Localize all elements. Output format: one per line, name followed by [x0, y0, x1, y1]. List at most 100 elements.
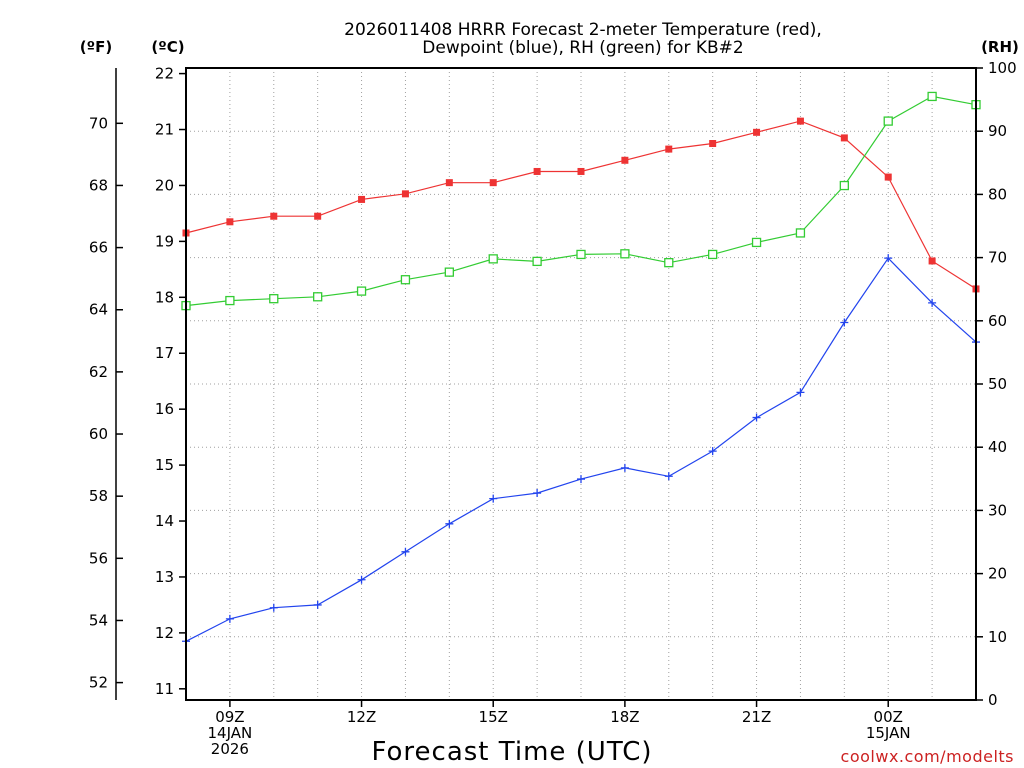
relative-humidity-point — [445, 268, 453, 276]
celsius-tick-label: 21 — [155, 121, 174, 139]
2-meter-temperature-point — [841, 134, 848, 141]
relative-humidity-point — [533, 257, 541, 265]
rh-tick-label: 50 — [988, 375, 1007, 393]
dewpoint-point — [577, 475, 585, 483]
2-meter-temperature-point — [621, 157, 628, 164]
celsius-tick-label: 18 — [155, 288, 174, 306]
2-meter-temperature-point — [358, 196, 365, 203]
rh-tick-label: 80 — [988, 185, 1007, 203]
dewpoint-point — [314, 601, 322, 609]
relative-humidity-point — [358, 287, 366, 295]
relative-humidity-point — [226, 297, 234, 305]
rh-axis-label: (RH) — [981, 38, 1019, 56]
rh-tick-label: 0 — [988, 691, 998, 709]
2-meter-temperature-point — [534, 168, 541, 175]
relative-humidity-point — [577, 250, 585, 258]
fahrenheit-tick-label: 58 — [89, 487, 108, 505]
dewpoint-point — [796, 388, 804, 396]
2-meter-temperature-point — [490, 179, 497, 186]
relative-humidity-point — [796, 229, 804, 237]
2-meter-temperature-point — [314, 213, 321, 220]
dewpoint-point — [445, 520, 453, 528]
celsius-tick-label: 16 — [155, 400, 174, 418]
fahrenheit-tick-label: 54 — [89, 611, 108, 629]
2-meter-temperature-point — [270, 213, 277, 220]
dewpoint-point — [401, 548, 409, 556]
series-2-meter-temperature — [183, 118, 980, 293]
rh-tick-label: 100 — [988, 59, 1017, 77]
x-tick-label: 18Z — [610, 708, 639, 726]
relative-humidity-point — [884, 117, 892, 125]
relative-humidity-point — [840, 182, 848, 190]
rh-tick-label: 10 — [988, 628, 1007, 646]
x-axis-title: Forecast Time (UTC) — [371, 737, 652, 767]
dewpoint-point — [358, 576, 366, 584]
dewpoint-point — [621, 464, 629, 472]
chart-title-line-1: 2026011408 HRRR Forecast 2-meter Tempera… — [344, 20, 822, 40]
forecast-chart: 2026011408 HRRR Forecast 2-meter Tempera… — [0, 0, 1024, 768]
dewpoint-point — [533, 489, 541, 497]
relative-humidity-point — [928, 92, 936, 100]
relative-humidity-point — [621, 250, 629, 258]
rh-tick-label: 40 — [988, 438, 1007, 456]
2-meter-temperature-point — [446, 179, 453, 186]
fahrenheit-axis-label: (ºF) — [80, 38, 112, 56]
celsius-tick-label: 15 — [155, 456, 174, 474]
dewpoint-point — [840, 318, 848, 326]
fahrenheit-axis-ticks: 52 54 56 58 60 62 64 66 68 70 — [89, 114, 123, 691]
celsius-tick-label: 11 — [155, 680, 174, 698]
2-meter-temperature-point — [885, 174, 892, 181]
rh-tick-label: 30 — [988, 501, 1007, 519]
chart-title-line-2: Dewpoint (blue), RH (green) for KB#2 — [422, 38, 743, 58]
fahrenheit-tick-label: 62 — [89, 363, 108, 381]
fahrenheit-tick-label: 68 — [89, 176, 108, 194]
fahrenheit-tick-label: 56 — [89, 549, 108, 567]
2-meter-temperature-point — [929, 257, 936, 264]
celsius-tick-label: 12 — [155, 624, 174, 642]
dewpoint-point — [226, 615, 234, 623]
dewpoint-line — [186, 258, 976, 641]
celsius-tick-label: 13 — [155, 568, 174, 586]
fahrenheit-tick-label: 70 — [89, 114, 108, 132]
celsius-tick-label: 17 — [155, 344, 174, 362]
2-meter-temperature-point — [578, 168, 585, 175]
x-tick-label: 21Z — [742, 708, 771, 726]
relative-humidity-point — [401, 276, 409, 284]
fahrenheit-tick-label: 60 — [89, 425, 108, 443]
fahrenheit-tick-label: 64 — [89, 301, 108, 319]
rh-tick-label: 60 — [988, 312, 1007, 330]
rh-tick-label: 70 — [988, 249, 1007, 267]
dewpoint-point — [489, 495, 497, 503]
rh-axis-ticks: 0 10 20 30 40 50 60 70 80 90 100 — [976, 59, 1017, 709]
relative-humidity-point — [314, 293, 322, 301]
celsius-axis-label: (ºC) — [151, 38, 184, 56]
x-tick-label: 2026 — [211, 740, 249, 758]
relative-humidity-point — [665, 259, 673, 267]
celsius-axis-ticks: 11 12 13 14 15 16 17 18 19 20 21 22 — [155, 65, 186, 698]
celsius-tick-label: 22 — [155, 65, 174, 83]
2-meter-temperature-point — [797, 118, 804, 125]
credit-text: coolwx.com/modelts — [841, 747, 1014, 766]
2-meter-temperature-point — [665, 146, 672, 153]
relative-humidity-point — [270, 295, 278, 303]
rh-tick-label: 90 — [988, 122, 1007, 140]
celsius-tick-label: 19 — [155, 232, 174, 250]
2-meter-temperature-point — [753, 129, 760, 136]
relative-humidity-point — [489, 255, 497, 263]
celsius-tick-label: 14 — [155, 512, 174, 530]
relative-humidity-point — [753, 238, 761, 246]
fahrenheit-tick-label: 66 — [89, 239, 108, 257]
relative-humidity-point — [709, 250, 717, 258]
x-tick-label: 15Z — [479, 708, 508, 726]
2-meter-temperature-point — [709, 140, 716, 147]
dewpoint-point — [270, 604, 278, 612]
fahrenheit-tick-label: 52 — [89, 674, 108, 692]
x-tick-label: 15JAN — [866, 724, 911, 742]
rh-tick-label: 20 — [988, 565, 1007, 583]
dewpoint-point — [665, 472, 673, 480]
series-relative-humidity — [182, 92, 980, 309]
celsius-tick-label: 20 — [155, 176, 174, 194]
x-tick-label: 12Z — [347, 708, 376, 726]
2-meter-temperature-point — [402, 190, 409, 197]
2-meter-temperature-point — [226, 218, 233, 225]
